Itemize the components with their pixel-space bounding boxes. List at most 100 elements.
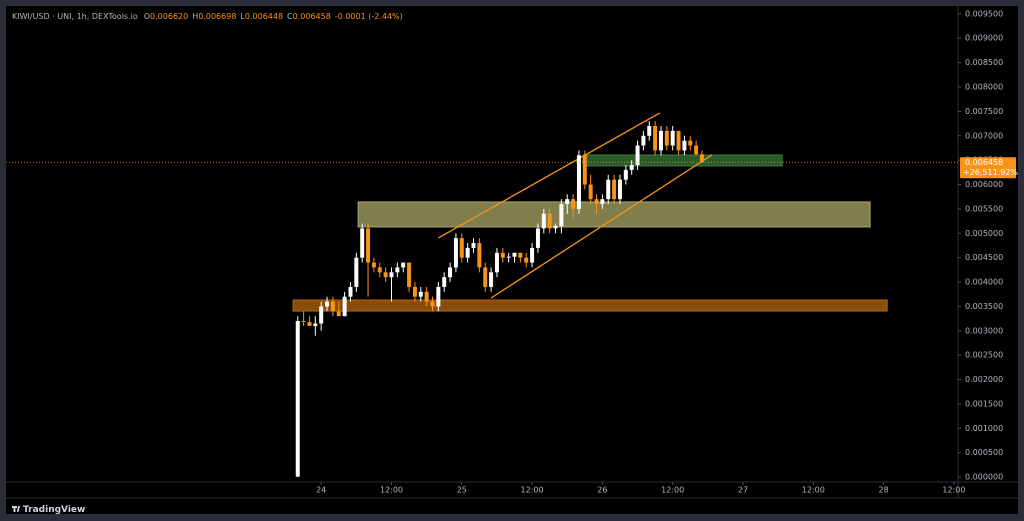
candle-body <box>653 126 658 151</box>
y-tick-label: 0.009000 <box>965 34 1003 43</box>
candle-body <box>371 262 376 268</box>
x-tick-label: 12:00 <box>661 486 684 495</box>
candle-body <box>424 291 429 302</box>
y-tick-label: 0.005500 <box>965 204 1003 213</box>
y-tick-label: 0.007000 <box>965 131 1003 140</box>
candle-body <box>448 267 453 278</box>
candle-body <box>459 238 464 258</box>
candle-body <box>430 301 435 307</box>
y-tick-label: 0.004500 <box>965 253 1003 262</box>
candle-body <box>688 140 693 146</box>
y-tick-label: 0.009500 <box>965 9 1003 18</box>
candle-body <box>699 154 704 163</box>
zone <box>357 201 871 228</box>
candle-body <box>483 267 488 287</box>
candle-body <box>500 252 505 258</box>
candle-body <box>383 272 388 278</box>
candle-body <box>588 184 593 200</box>
candle-body <box>512 252 517 257</box>
x-tick-label: 28 <box>879 486 889 495</box>
candle-body <box>354 257 359 287</box>
candle-body <box>407 262 412 287</box>
candle-body <box>594 199 599 205</box>
candle-body <box>582 155 587 185</box>
candle-body <box>377 267 382 273</box>
y-tick-label: 0.008000 <box>965 83 1003 92</box>
y-tick-label: 0.003500 <box>965 302 1003 311</box>
y-tick-label: 0.006000 <box>965 180 1003 189</box>
y-tick-label: 0.005000 <box>965 229 1003 238</box>
candle-body <box>612 179 617 200</box>
candle-body <box>658 130 663 151</box>
x-tick-label: 12:00 <box>942 486 965 495</box>
x-tick-label: 24 <box>316 486 326 495</box>
candle-body <box>494 252 499 273</box>
candle-body <box>313 323 318 326</box>
candle-body <box>623 169 628 180</box>
legend-field-label: L <box>240 12 245 21</box>
candle-body <box>295 321 300 477</box>
y-tick-label: 0.004000 <box>965 278 1003 287</box>
candle-body <box>535 228 540 248</box>
y-tick-label: 0.002500 <box>965 351 1003 360</box>
candle-body <box>518 252 523 258</box>
x-tick-label: 25 <box>457 486 467 495</box>
candle-body <box>401 262 406 268</box>
candle-body <box>307 322 312 326</box>
candle-body <box>506 256 511 258</box>
last-price-box <box>960 157 1016 179</box>
tradingview-logo: TradingView <box>12 505 85 515</box>
x-tick-label: 12:00 <box>802 486 825 495</box>
candle-body <box>418 291 423 297</box>
y-tick-label: 0.007500 <box>965 107 1003 116</box>
candle-body <box>489 272 494 287</box>
x-tick-label: 26 <box>597 486 607 495</box>
candle-body <box>576 155 581 209</box>
candle-body <box>664 130 669 146</box>
x-tick-label: 12:00 <box>521 486 544 495</box>
legend-change: -0.0001 (-2.44%) <box>335 12 403 21</box>
candle-body <box>629 165 634 170</box>
candle-body <box>670 130 675 146</box>
candle-body <box>389 272 394 278</box>
candle-body <box>571 199 576 209</box>
chart-background <box>6 6 1018 514</box>
trend-line <box>438 112 661 239</box>
candle-body <box>524 257 529 263</box>
y-tick-label: 0.000000 <box>965 473 1003 482</box>
candle-body <box>453 238 458 268</box>
legend: KIWI/USD · UNI, 1h, DEXTools.io O0.006620… <box>12 12 403 21</box>
candle-body <box>641 135 646 146</box>
candle-body <box>694 145 699 155</box>
y-tick-label: 0.001000 <box>965 424 1003 433</box>
legend-field-label: O <box>144 12 150 21</box>
candle-body <box>360 228 365 258</box>
x-tick-label: 12:00 <box>380 486 403 495</box>
x-tick-label: 27 <box>738 486 748 495</box>
legend-field-label: C <box>287 12 293 21</box>
candle-body <box>465 247 470 258</box>
candle-body <box>553 225 558 229</box>
candle-body <box>541 213 546 229</box>
candle-body <box>301 321 306 323</box>
candle-body <box>547 213 552 229</box>
candle-body <box>325 301 330 307</box>
candle-body <box>330 301 335 312</box>
candle-body <box>342 296 347 317</box>
candle-body <box>336 311 341 317</box>
candle-body <box>348 286 353 297</box>
last-price-change: +26,511.92% <box>963 168 1018 177</box>
candle-body <box>319 306 324 324</box>
legend-field-value: 0.006458 <box>293 12 331 21</box>
y-tick-label: 0.001500 <box>965 399 1003 408</box>
last-price-label: 0.006458 <box>965 158 1003 167</box>
candle-body <box>530 247 535 263</box>
trend-line <box>490 154 713 299</box>
legend-field-label: H <box>192 12 198 21</box>
candle-body <box>647 126 652 136</box>
candle-body <box>442 277 447 287</box>
legend-field-value: 0.006698 <box>198 12 236 21</box>
zone <box>292 299 888 312</box>
